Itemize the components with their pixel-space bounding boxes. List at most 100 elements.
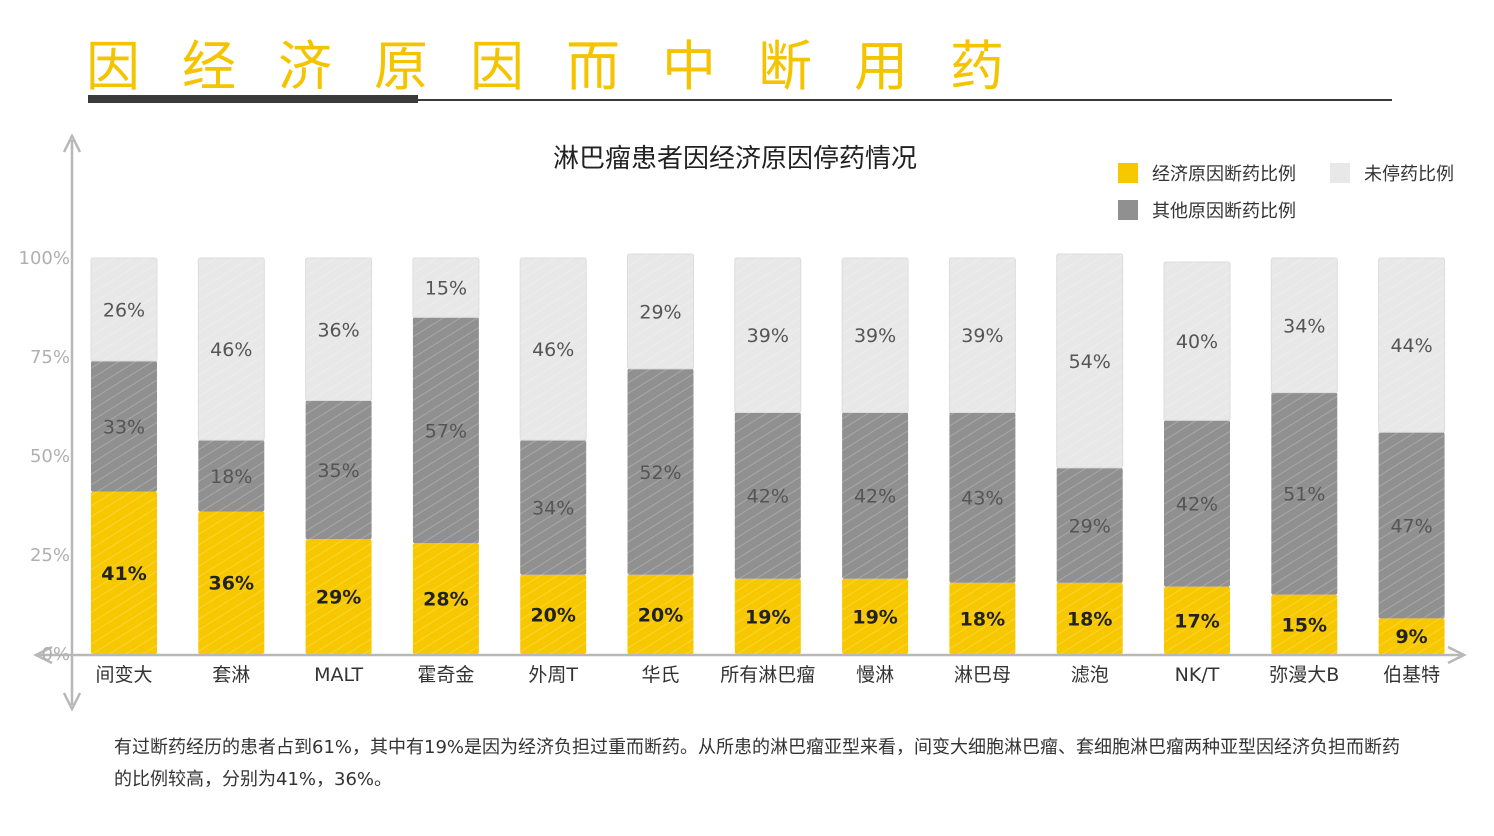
x-tick-label: 伯基特	[1383, 664, 1440, 686]
y-axis-arrow-bottom	[62, 692, 82, 712]
bar-texture	[949, 258, 1016, 413]
data-label-economic: 17%	[1174, 610, 1219, 632]
data-label-economic: 20%	[530, 604, 575, 626]
chart-axes	[33, 133, 1467, 712]
bar-texture	[1378, 258, 1445, 433]
data-label-economic: 18%	[1067, 608, 1112, 630]
bar-texture	[91, 491, 157, 654]
legend-swatch-other	[1118, 200, 1138, 220]
data-label-other: 33%	[103, 416, 145, 438]
data-label-none: 40%	[1176, 331, 1218, 353]
bar-group: 18% 29% 54%	[1056, 253, 1124, 654]
bar-texture	[627, 254, 694, 369]
data-label-none: 39%	[854, 325, 896, 347]
data-label-economic: 19%	[745, 606, 790, 628]
legend-label-other: 其他原因断药比例	[1152, 201, 1296, 222]
data-label-economic: 20%	[638, 604, 683, 626]
x-tick-label: 华氏	[641, 664, 679, 686]
data-label-other: 43%	[961, 488, 1003, 510]
data-label-economic: 18%	[960, 608, 1005, 630]
x-axis-arrow-left	[33, 645, 53, 665]
data-label-none: 26%	[103, 299, 145, 321]
x-tick-labels: 间变大 套淋 MALT 霍奇金 外周T 华氏 所有淋巴瘤 慢淋 淋巴母 滤泡 NK/T 弥漫大B 伯基特	[95, 664, 1440, 686]
bar-texture	[1271, 392, 1338, 595]
data-label-economic: 41%	[101, 563, 146, 585]
bar-texture	[627, 368, 694, 575]
x-tick-label: 所有淋巴瘤	[720, 664, 815, 686]
bar-texture	[734, 578, 801, 654]
data-label-other: 18%	[210, 466, 252, 488]
bar-texture	[842, 258, 909, 413]
data-label-other: 47%	[1390, 515, 1432, 537]
bar-texture	[734, 412, 801, 579]
data-label-none: 46%	[210, 339, 252, 361]
data-label-other: 34%	[532, 497, 574, 519]
bar-group: 29% 35% 36%	[305, 257, 373, 654]
bar-groups: 41% 33% 26% 36% 18% 46% 29% 35% 36% 28% 57% 15% 20% 3…	[90, 253, 1446, 654]
title-underline-accent	[88, 95, 418, 103]
data-label-economic: 28%	[423, 589, 468, 611]
data-label-other: 42%	[1176, 494, 1218, 516]
data-label-other: 29%	[1069, 515, 1111, 537]
data-label-other: 57%	[425, 420, 467, 442]
bar-texture	[842, 578, 909, 654]
data-label-none: 34%	[1283, 315, 1325, 337]
data-label-economic: 15%	[1282, 614, 1327, 636]
x-tick-label: MALT	[314, 664, 363, 686]
bar-group: 28% 57% 15%	[412, 257, 480, 654]
y-tick-labels: 0% 25% 50% 75% 100%	[19, 248, 70, 665]
x-tick-label: 霍奇金	[417, 664, 474, 686]
bar-group: 18% 43% 39%	[948, 257, 1016, 654]
footnote: 有过断药经历的患者占到61%，其中有19%是因为经济负担过重而断药。从所患的淋巴…	[114, 737, 1401, 790]
data-label-none: 46%	[532, 339, 574, 361]
x-tick-label: 慢淋	[856, 664, 894, 686]
bar-texture	[1056, 467, 1123, 583]
bar-group: 9% 47% 44%	[1378, 257, 1446, 654]
bar-texture	[305, 400, 372, 540]
data-label-none: 39%	[961, 325, 1003, 347]
x-tick-label: 滤泡	[1071, 664, 1109, 686]
bar-texture	[520, 258, 587, 441]
bar-texture	[412, 543, 479, 654]
data-label-economic: 9%	[1395, 626, 1427, 648]
data-label-none: 29%	[639, 301, 681, 323]
y-tick-label: 0%	[41, 644, 70, 665]
legend-label-none: 未停药比例	[1364, 164, 1454, 185]
legend-item-none: 未停药比例	[1330, 160, 1454, 186]
data-label-other: 35%	[317, 460, 359, 482]
bar-group: 41% 33% 26%	[90, 257, 158, 654]
bar-texture	[305, 539, 372, 654]
bar-texture	[198, 258, 265, 441]
bar-texture	[520, 440, 587, 575]
data-label-other: 42%	[854, 486, 896, 508]
bar-texture	[520, 574, 587, 654]
bar-texture	[198, 511, 265, 654]
bar-group: 20% 52% 29%	[627, 253, 694, 654]
y-tick-label: 75%	[30, 347, 70, 368]
x-tick-label: 间变大	[95, 664, 152, 686]
legend-swatch-none	[1330, 163, 1350, 183]
bar-texture	[198, 440, 265, 512]
data-label-other: 52%	[639, 462, 681, 484]
data-label-none: 39%	[747, 325, 789, 347]
x-tick-label: 套淋	[212, 664, 250, 686]
bar-texture	[1378, 432, 1445, 619]
x-tick-label: 弥漫大B	[1269, 664, 1339, 686]
bar-texture	[1164, 261, 1230, 421]
legend-item-economic: 经济原因断药比例	[1118, 160, 1296, 186]
bar-texture	[734, 258, 801, 413]
x-tick-label: NK/T	[1175, 664, 1220, 686]
bar-texture	[91, 360, 157, 492]
x-axis-arrow-right	[1447, 645, 1467, 665]
data-label-economic: 36%	[209, 573, 254, 595]
data-label-other: 51%	[1283, 484, 1325, 506]
y-tick-label: 25%	[30, 545, 70, 566]
bar-group: 36% 18% 46%	[197, 257, 265, 654]
data-label-other: 42%	[747, 486, 789, 508]
data-label-none: 44%	[1390, 335, 1432, 357]
bar-group: 19% 42% 39%	[734, 257, 802, 654]
x-tick-label: 淋巴母	[954, 664, 1011, 686]
y-tick-label: 50%	[30, 446, 70, 467]
bar-texture	[949, 582, 1016, 654]
bar-texture	[627, 574, 694, 654]
